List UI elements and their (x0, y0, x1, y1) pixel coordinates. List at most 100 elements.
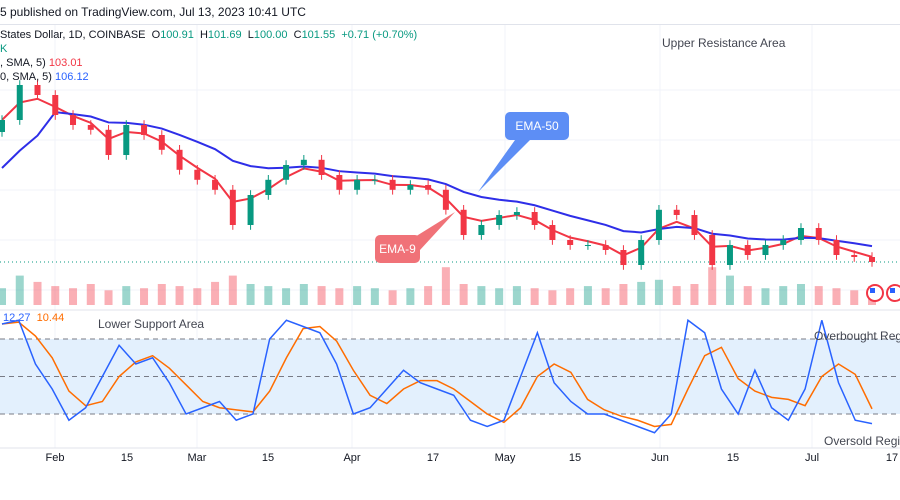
volume-bar (33, 281, 42, 305)
stoch-k-value: 12.27 (3, 312, 31, 324)
x-tick-label: 17 (426, 452, 440, 464)
candle-body (638, 240, 645, 265)
candle-body (283, 165, 290, 180)
volume-bar (424, 286, 433, 305)
candle-body (52, 95, 59, 115)
ema50-label: 0, SMA, 5) (0, 71, 52, 83)
candle-body (318, 159, 325, 175)
candle-body (744, 245, 751, 255)
volume-bar (654, 279, 663, 305)
low-value: 100.00 (253, 29, 288, 41)
close-value: 101.55 (301, 29, 336, 41)
x-tick-label: Apr (343, 452, 361, 464)
upper-resistance-label: Upper Resistance Area (662, 36, 786, 50)
volume-bar (530, 288, 539, 305)
volume-bar (51, 286, 60, 305)
volume-bar (459, 284, 468, 305)
x-tick-label: 15 (568, 452, 582, 464)
x-tick-label: 17 (885, 452, 899, 464)
symbol-legend: States Dollar, 1D, COINBASE O100.91 H101… (0, 29, 417, 41)
volume-bar (211, 281, 220, 305)
candle-body (460, 209, 467, 235)
candle-body (70, 115, 77, 125)
ema50-legend: 0, SMA, 5) 106.12 (0, 71, 89, 83)
stoch-d-line (1, 321, 873, 428)
candle-body (194, 169, 201, 180)
ema9-line (1, 97, 873, 258)
volume-bar (193, 288, 202, 305)
candle-body (300, 159, 307, 165)
ema9-callout-pointer (410, 212, 455, 250)
candle-body (815, 228, 822, 240)
volume-bar (512, 286, 521, 305)
volume-bar (690, 284, 699, 305)
candle-body (336, 175, 343, 190)
volume-bar (814, 286, 823, 305)
volume-bar (548, 290, 557, 305)
candle-body (797, 228, 804, 240)
candle-body (567, 240, 574, 245)
publish-text: 5 published on TradingView.com, Jul 13, … (0, 5, 306, 19)
volume-bar (228, 275, 237, 305)
candle-body (247, 195, 254, 225)
volume-bar (299, 284, 308, 305)
candle-body (620, 250, 627, 265)
publish-header: 5 published on TradingView.com, Jul 13, … (0, 0, 900, 25)
ema50-value: 106.12 (55, 71, 89, 83)
volume-bar (495, 288, 504, 305)
volume-bar (441, 267, 450, 305)
candle-body (780, 240, 787, 245)
us-flag-icon (870, 288, 875, 293)
close-label: C (293, 29, 302, 41)
volume-bar (388, 290, 397, 305)
x-tick-label: 15 (120, 452, 134, 464)
candle-body (354, 179, 361, 190)
x-tick-label: Jul (804, 452, 820, 464)
candle-body (34, 85, 41, 95)
volume-bar (601, 288, 610, 305)
candle-body (389, 179, 396, 190)
us-flag-icon (890, 288, 895, 293)
candle-body (176, 149, 183, 170)
candle-body (691, 215, 698, 235)
stoch-k-line (1, 318, 873, 434)
volume-bar (672, 286, 681, 305)
candle-body (16, 85, 23, 120)
candle-body (851, 255, 858, 257)
volume-bar (69, 288, 78, 305)
ema50-callout[interactable]: EMA-50 (505, 112, 569, 140)
candle-body (726, 245, 733, 265)
candle-body (371, 179, 378, 181)
candle-body (655, 209, 662, 240)
volume-bar (175, 286, 184, 305)
candle-body (87, 125, 94, 130)
high-value: 101.69 (207, 29, 242, 41)
ema9-value: 103.01 (48, 57, 83, 69)
candle-body (709, 235, 716, 265)
x-tick-label: 15 (726, 452, 740, 464)
volume-bar (86, 284, 95, 305)
volume-bar (761, 288, 770, 305)
stoch-d-value: 10.44 (36, 312, 65, 324)
volume-bar (353, 286, 362, 305)
volume-bar (637, 281, 646, 305)
oversold-label: Oversold Regi (824, 434, 900, 448)
ema9-legend: , SMA, 5) 103.01 (0, 57, 83, 69)
candle-body (425, 185, 432, 190)
overbought-label: Overbought Regi (814, 329, 900, 343)
volume-bar (850, 290, 859, 305)
candle-body (212, 179, 219, 190)
candle-body (833, 240, 840, 255)
ema9-callout[interactable]: EMA-9 (375, 235, 420, 263)
open-label: O (151, 29, 161, 41)
lower-support-label: Lower Support Area (98, 317, 205, 331)
volume-bar (832, 288, 841, 305)
candle-body (158, 135, 165, 150)
candle-body (673, 209, 680, 215)
candle-body (229, 189, 236, 225)
volume-bar (104, 290, 113, 305)
volume-bar (477, 286, 486, 305)
candle-body (0, 120, 5, 132)
x-tick-label: Feb (45, 452, 65, 464)
